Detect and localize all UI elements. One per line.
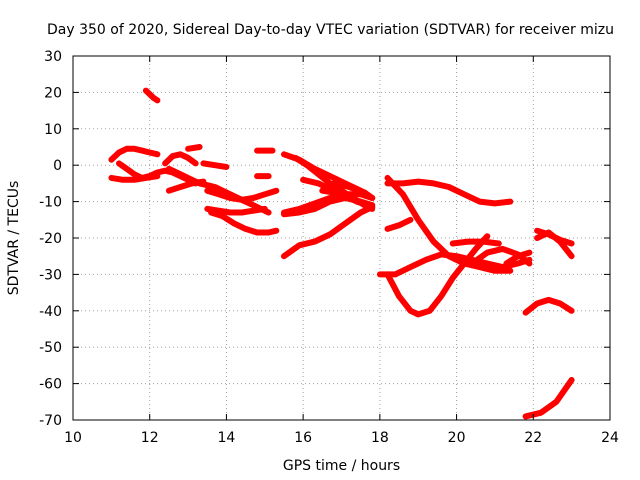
series-track-21 [300,176,376,209]
x-tick-label: 18 [371,430,389,446]
series-track-11 [204,205,268,216]
series-track-9 [200,160,230,170]
series-track-5 [162,151,199,167]
series-track-18 [281,204,376,260]
y-tick-label: -40 [39,304,62,320]
y-tick-label: 20 [44,85,62,101]
chart-title: Day 350 of 2020, Sidereal Day-to-day VTE… [47,22,614,38]
series-track-27 [384,233,491,318]
series-track-30 [503,249,533,267]
y-tick-label: -70 [39,413,62,429]
series-track-10 [204,187,280,203]
x-axis-title: GPS time / hours [283,458,400,474]
x-tick-label: 22 [524,430,542,446]
series-track-28 [449,238,502,247]
y-tick-label: 0 [53,158,62,174]
x-tick-label: 14 [218,430,236,446]
series-track-25 [384,216,414,232]
series-track-6 [165,165,272,216]
series-track-1 [142,87,161,104]
y-axis-title: SDTVAR / TECUs [6,181,22,296]
y-tick-label: 30 [44,49,62,65]
series-track-22 [330,180,376,201]
y-tick-label: -10 [39,195,62,211]
series-track-23 [384,178,514,207]
x-tick-label: 12 [141,430,159,446]
series-layer [108,87,575,420]
series-track-33 [534,229,575,260]
x-tick-label: 24 [601,430,619,446]
x-tick-label: 16 [294,430,312,446]
x-tick-label: 10 [64,430,82,446]
series-track-2 [108,145,161,163]
y-tick-label: -20 [39,231,62,247]
series-track-8 [185,144,203,152]
y-tick-label: -30 [39,267,62,283]
series-track-7 [165,178,207,194]
y-tick-label: -50 [39,340,62,356]
series-track-31 [522,296,575,316]
series-track-12 [208,209,280,236]
y-tick-label: -60 [39,377,62,393]
x-tick-label: 20 [448,430,466,446]
y-tick-label: 10 [44,122,62,138]
series-track-34 [522,377,575,420]
grid [73,56,610,420]
tick-marks [72,55,611,421]
tick-labels: 10 12 14 16 18 20 22 24 -70 -60 -50 -40 -30 -20 -10 0 10… [39,49,619,446]
